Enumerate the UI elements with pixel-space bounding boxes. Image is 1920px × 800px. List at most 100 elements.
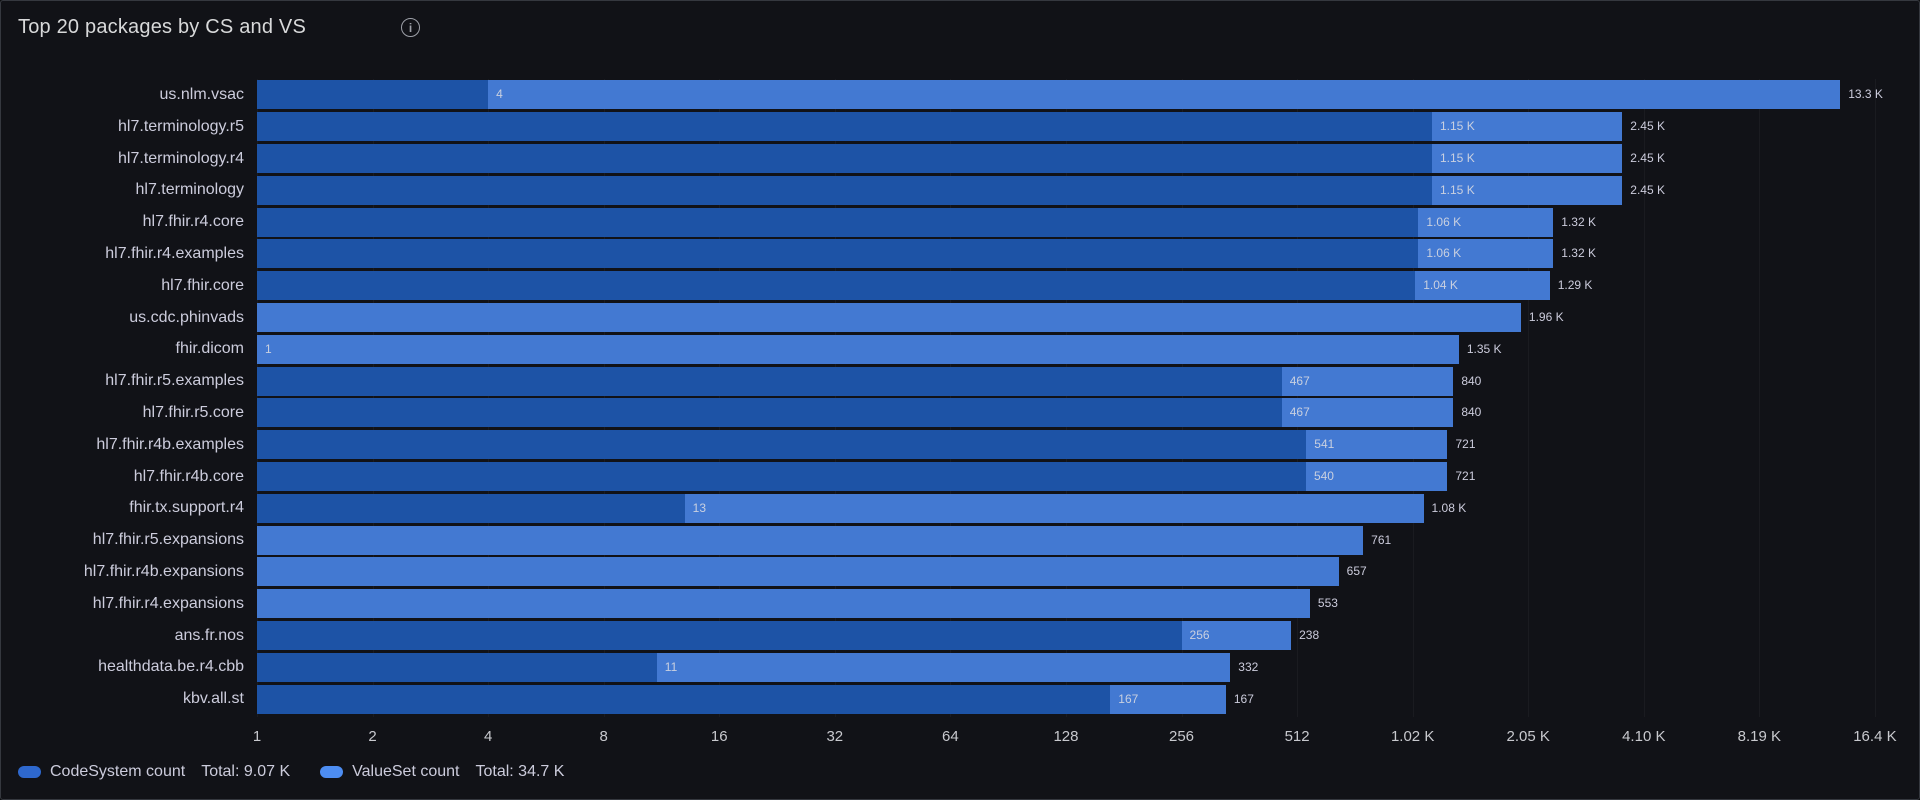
bar-track: 761 bbox=[257, 524, 1903, 556]
bar-segment-valueset[interactable] bbox=[257, 557, 1339, 587]
bar-row: fhir.dicom 1 1.35 K bbox=[1, 333, 1903, 365]
bar-segment-codesystem[interactable] bbox=[257, 112, 1432, 142]
bar-row: hl7.fhir.r4.core 1.06 K 1.32 K bbox=[1, 206, 1903, 238]
grid-line bbox=[372, 79, 374, 717]
bar-row: hl7.fhir.r4b.core 540 721 bbox=[1, 461, 1903, 493]
grid-line bbox=[1643, 79, 1645, 717]
x-tick-label: 2 bbox=[368, 728, 377, 745]
legend-series-name[interactable]: CodeSystem count bbox=[50, 763, 186, 780]
valueset-value-label: 2.45 K bbox=[1630, 182, 1665, 197]
bar-segment-codesystem[interactable] bbox=[257, 493, 685, 523]
codesystem-value-label: 1.06 K bbox=[1426, 246, 1462, 261]
x-tick-label: 8 bbox=[599, 728, 608, 745]
bar-row: hl7.fhir.r4b.examples 541 721 bbox=[1, 429, 1903, 461]
grid-line bbox=[1297, 79, 1299, 717]
grid-line bbox=[1181, 79, 1183, 717]
info-icon[interactable]: i bbox=[401, 18, 420, 37]
legend: CodeSystem count Total: 9.07 K ValueSet co… bbox=[18, 758, 564, 786]
bar-row: healthdata.be.r4.cbb 11 332 bbox=[1, 651, 1903, 683]
codesystem-value-label: 467 bbox=[1289, 405, 1310, 420]
legend-series-name[interactable]: ValueSet count bbox=[352, 763, 460, 780]
bar-segment-valueset[interactable] bbox=[257, 80, 1841, 110]
bar-row: us.cdc.phinvads 1.96 K bbox=[1, 302, 1903, 334]
codesystem-value-label: 1.15 K bbox=[1440, 119, 1475, 134]
bar-segment-codesystem[interactable] bbox=[257, 366, 1282, 396]
bar-row: hl7.fhir.r5.examples 467 840 bbox=[1, 365, 1903, 397]
bar-segment-codesystem[interactable] bbox=[257, 430, 1307, 460]
valueset-value-label: 721 bbox=[1455, 437, 1476, 452]
bar-segment-codesystem[interactable] bbox=[257, 207, 1419, 237]
grid-line bbox=[1412, 79, 1414, 717]
bar-segment-codesystem[interactable] bbox=[257, 239, 1419, 269]
bar-row: kbv.all.st 167 167 bbox=[1, 683, 1903, 715]
valueset-value-label: 1.08 K bbox=[1431, 500, 1467, 515]
plot-rows: us.nlm.vsac 4 13.3 K hl7.terminology.r5 1.15… bbox=[1, 79, 1903, 715]
bar-segment-valueset[interactable] bbox=[257, 525, 1364, 555]
valueset-value-label: 1.35 K bbox=[1466, 341, 1502, 356]
grid-overlay bbox=[257, 79, 1903, 717]
codesystem-value-label: 540 bbox=[1313, 468, 1334, 483]
category-label: hl7.terminology.r4 bbox=[118, 149, 244, 167]
x-tick-label: 128 bbox=[1053, 728, 1079, 745]
category-label: us.cdc.phinvads bbox=[129, 308, 244, 326]
bar-track: 1.04 K 1.29 K bbox=[257, 270, 1903, 302]
bar-track: 1.06 K 1.32 K bbox=[257, 238, 1903, 270]
category-label: hl7.fhir.r4b.expansions bbox=[83, 562, 244, 580]
codesystem-value-label: 256 bbox=[1189, 627, 1210, 642]
codesystem-value-label: 467 bbox=[1289, 373, 1310, 388]
x-axis: 1 2 4 8 16 32 64 128 256 512 1.02 K 2.05 K 4.10 K 8.1… bbox=[253, 728, 1903, 746]
category-label: hl7.fhir.r4.examples bbox=[105, 244, 244, 262]
bar-segment-codesystem[interactable] bbox=[257, 80, 489, 110]
grid-line bbox=[603, 79, 605, 717]
bar-track: 1.15 K 2.45 K bbox=[257, 111, 1903, 143]
x-tick-label: 1 bbox=[252, 728, 262, 745]
category-label: kbv.all.st bbox=[182, 690, 244, 708]
x-tick-label: 16 bbox=[710, 728, 728, 745]
codesystem-value-label: 1.15 K bbox=[1440, 150, 1475, 165]
bar-segment-valueset[interactable] bbox=[257, 589, 1310, 619]
x-tick-label: 512 bbox=[1284, 728, 1310, 745]
bar-segment-valueset[interactable] bbox=[257, 302, 1521, 332]
bar-row: hl7.terminology.r5 1.15 K 2.45 K bbox=[1, 111, 1903, 143]
bar-segment-codesystem[interactable] bbox=[257, 461, 1306, 491]
valueset-value-label: 840 bbox=[1461, 373, 1482, 388]
category-label: hl7.fhir.r5.core bbox=[142, 403, 244, 421]
bar-row: hl7.fhir.r5.expansions 761 bbox=[1, 524, 1903, 556]
legend-series-total: Total: 34.7 K bbox=[475, 763, 565, 780]
legend-series-total: Total: 9.07 K bbox=[201, 763, 291, 780]
bar-segment-codesystem[interactable] bbox=[257, 684, 1111, 714]
bar-track: 1.15 K 2.45 K bbox=[257, 143, 1903, 175]
bar-segment-valueset[interactable] bbox=[257, 334, 1459, 364]
bar-track: 657 bbox=[257, 556, 1903, 588]
bar-row: hl7.terminology.r4 1.15 K 2.45 K bbox=[1, 143, 1903, 175]
bar-segment-codesystem[interactable] bbox=[257, 652, 657, 682]
bar-segment-codesystem[interactable] bbox=[257, 271, 1416, 301]
x-tick-label: 16.4 K bbox=[1853, 728, 1897, 745]
category-label: hl7.fhir.core bbox=[161, 276, 244, 294]
category-label: us.nlm.vsac bbox=[159, 86, 244, 103]
category-label: hl7.fhir.r4.expansions bbox=[92, 594, 244, 612]
codesystem-value-label: 1.15 K bbox=[1440, 182, 1475, 197]
bar-segment-codesystem[interactable] bbox=[257, 398, 1282, 428]
bar-row: hl7.fhir.r4b.expansions 657 bbox=[1, 556, 1903, 588]
bar-track: 1.15 K 2.45 K bbox=[257, 174, 1903, 206]
bar-track: 1 1.35 K bbox=[257, 333, 1903, 365]
category-label: hl7.fhir.r5.expansions bbox=[92, 531, 244, 549]
category-label: hl7.fhir.r5.examples bbox=[105, 372, 244, 390]
bar-row: hl7.fhir.r5.core 467 840 bbox=[1, 397, 1903, 429]
bar-segment-codesystem[interactable] bbox=[257, 175, 1432, 205]
bar-segment-codesystem[interactable] bbox=[257, 143, 1432, 173]
category-label: healthdata.be.r4.cbb bbox=[98, 658, 244, 676]
grid-line bbox=[488, 79, 490, 717]
grid-line bbox=[834, 79, 836, 717]
x-tick-label: 2.05 K bbox=[1506, 728, 1550, 745]
x-tick-label: 8.19 K bbox=[1737, 728, 1782, 745]
bar-track: 256 238 bbox=[257, 620, 1903, 652]
bar-segment-codesystem[interactable] bbox=[257, 620, 1182, 650]
x-tick-label: 256 bbox=[1169, 728, 1195, 745]
grid-line bbox=[1874, 79, 1876, 717]
bar-track: 467 840 bbox=[257, 397, 1903, 429]
bar-track: 553 bbox=[257, 588, 1903, 620]
bar-row: us.nlm.vsac 4 13.3 K bbox=[1, 79, 1903, 111]
category-label: hl7.terminology bbox=[135, 181, 245, 199]
